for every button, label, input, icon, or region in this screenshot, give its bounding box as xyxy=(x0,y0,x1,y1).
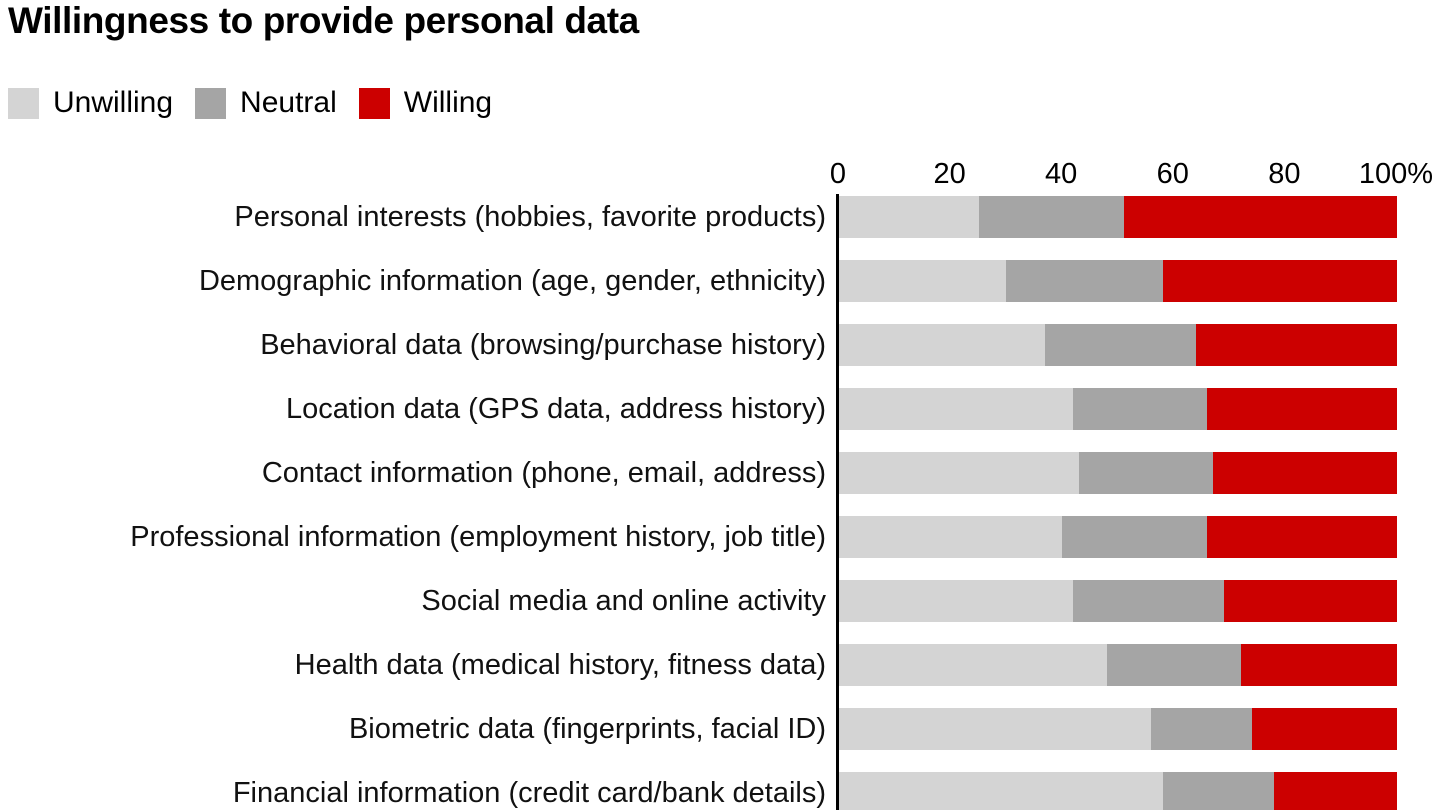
axis-tick-label: 80 xyxy=(1268,158,1301,190)
bar-segment-willing xyxy=(1224,580,1397,622)
bar-segment-neutral xyxy=(1151,708,1252,750)
category-label: Personal interests (hobbies, favorite pr… xyxy=(234,201,826,233)
bar-segment-neutral xyxy=(1045,324,1197,366)
bar-segment-unwilling xyxy=(839,260,1007,302)
bar-segment-willing xyxy=(1123,196,1397,238)
category-label: Professional information (employment his… xyxy=(130,521,826,553)
bar-segment-neutral xyxy=(1162,772,1275,810)
bar-segment-unwilling xyxy=(839,708,1152,750)
stacked-bar xyxy=(839,260,1397,302)
axis-tick-label: 60 xyxy=(1156,158,1189,190)
category-label: Demographic information (age, gender, et… xyxy=(198,265,826,297)
bar-segment-willing xyxy=(1162,260,1397,302)
chart-row: Location data (GPS data, address history… xyxy=(0,388,1440,430)
stacked-bar xyxy=(839,772,1397,810)
bar-segment-willing xyxy=(1207,516,1397,558)
stacked-bar xyxy=(839,196,1397,238)
bar-segment-unwilling xyxy=(839,644,1107,686)
bar-segment-willing xyxy=(1274,772,1397,810)
axis-tick-label: 100% xyxy=(1358,158,1434,190)
legend-swatch-icon-neutral xyxy=(195,87,227,119)
bar-segment-neutral xyxy=(1006,260,1163,302)
chart-title: Willingness to provide personal data xyxy=(8,0,639,41)
axis-tick-label: 40 xyxy=(1045,158,1078,190)
bar-segment-neutral xyxy=(1073,388,1208,430)
bar-segment-willing xyxy=(1212,452,1397,494)
bar-segment-unwilling xyxy=(839,772,1163,810)
bar-segment-willing xyxy=(1240,644,1397,686)
bar-segment-neutral xyxy=(1106,644,1241,686)
legend-label: Neutral xyxy=(240,86,337,119)
chart-row: Health data (medical history, fitness da… xyxy=(0,644,1440,686)
legend-label: Willing xyxy=(403,86,493,119)
stacked-bar xyxy=(839,452,1397,494)
category-label: Behavioral data (browsing/purchase histo… xyxy=(260,329,826,361)
legend-item-unwilling: Unwilling xyxy=(8,86,173,120)
chart-row: Social media and online activity xyxy=(0,580,1440,622)
bar-segment-unwilling xyxy=(839,324,1046,366)
bar-segment-unwilling xyxy=(839,196,979,238)
chart-row: Contact information (phone, email, addre… xyxy=(0,452,1440,494)
stacked-bar xyxy=(839,580,1397,622)
category-label: Financial information (credit card/bank … xyxy=(232,777,826,809)
bar-segment-willing xyxy=(1207,388,1397,430)
legend-swatch-icon-willing xyxy=(358,87,390,119)
axis-tick-label: 20 xyxy=(933,158,966,190)
legend-swatch-icon-unwilling xyxy=(8,87,39,119)
chart-row: Professional information (employment his… xyxy=(0,516,1440,558)
legend-item-willing: Willing xyxy=(358,86,493,120)
chart-row: Demographic information (age, gender, et… xyxy=(0,260,1440,302)
stacked-bar xyxy=(839,388,1397,430)
chart-row: Personal interests (hobbies, favorite pr… xyxy=(0,196,1440,238)
bar-segment-unwilling xyxy=(839,516,1063,558)
stacked-bar xyxy=(839,324,1397,366)
stacked-bar xyxy=(839,516,1397,558)
category-label: Location data (GPS data, address history… xyxy=(285,393,826,425)
legend-item-neutral: Neutral xyxy=(195,86,337,120)
chart-row: Financial information (credit card/bank … xyxy=(0,772,1440,810)
bar-segment-neutral xyxy=(1062,516,1208,558)
category-label: Biometric data (fingerprints, facial ID) xyxy=(348,713,826,745)
stacked-bar xyxy=(839,708,1397,750)
legend: Unwilling Neutral Willing xyxy=(8,86,514,120)
category-label: Contact information (phone, email, addre… xyxy=(261,457,826,489)
bar-segment-willing xyxy=(1196,324,1397,366)
bar-segment-neutral xyxy=(1078,452,1213,494)
bar-segment-neutral xyxy=(1073,580,1225,622)
chart-row: Biometric data (fingerprints, facial ID) xyxy=(0,708,1440,750)
bar-segment-willing xyxy=(1251,708,1397,750)
axis-tick-label: 0 xyxy=(829,158,847,190)
stacked-bar xyxy=(839,644,1397,686)
category-label: Social media and online activity xyxy=(421,585,826,617)
chart-row: Behavioral data (browsing/purchase histo… xyxy=(0,324,1440,366)
bar-segment-unwilling xyxy=(839,452,1079,494)
legend-label: Unwilling xyxy=(53,86,174,119)
bar-segment-unwilling xyxy=(839,580,1074,622)
y-axis-line xyxy=(836,194,839,810)
bar-segment-unwilling xyxy=(839,388,1074,430)
bar-segment-neutral xyxy=(978,196,1124,238)
category-label: Health data (medical history, fitness da… xyxy=(294,649,826,681)
